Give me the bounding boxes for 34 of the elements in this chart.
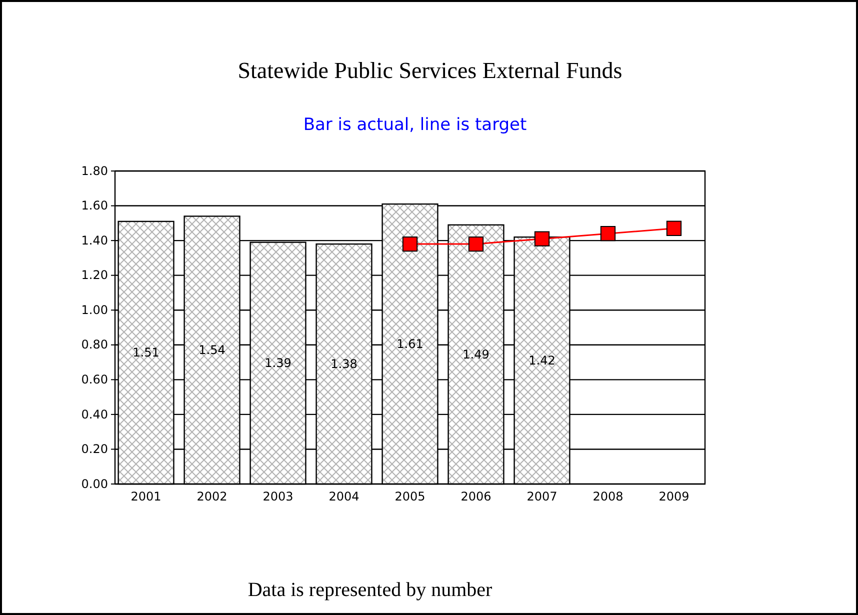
point xyxy=(600,226,616,242)
x-tick-label: 2001 xyxy=(130,490,162,504)
x-tick-label: 2002 xyxy=(196,490,228,504)
data-label: 1.39 xyxy=(264,356,292,370)
data-label: 1.54 xyxy=(198,343,226,358)
y-tick-label: 1.20 xyxy=(81,268,108,282)
x-tick-label: 2003 xyxy=(262,490,294,504)
y-tick-label: 1.40 xyxy=(81,233,108,248)
data-label: 1.49 xyxy=(462,347,490,362)
y-tick-label: 0.60 xyxy=(81,372,108,387)
x-tick-label: 2007 xyxy=(526,490,558,504)
data-label: 1.61 xyxy=(396,337,424,352)
x-tick-label: 2004 xyxy=(328,490,360,504)
point xyxy=(534,231,550,246)
data-label: 1.38 xyxy=(330,357,358,372)
x-tick-label: 2005 xyxy=(394,490,426,504)
y-tick-label: 0.40 xyxy=(81,407,108,422)
chart-title: Statewide Public Services External Funds xyxy=(238,58,622,83)
point xyxy=(402,236,418,252)
y-tick-label: 0.80 xyxy=(81,338,108,352)
chart-subtitle: Bar is actual, line is target xyxy=(303,115,528,135)
point xyxy=(666,220,682,236)
y-tick-label: 0.20 xyxy=(81,442,108,456)
text: Data is represented by number xyxy=(248,579,493,601)
point xyxy=(468,236,484,252)
x-tick-label: 2008 xyxy=(592,490,624,504)
y-tick-label: 0.00 xyxy=(81,476,108,491)
y-tick-label: 1.60 xyxy=(81,198,108,213)
y-tick-label: 1.80 xyxy=(81,164,108,178)
y-tick-label: 1.00 xyxy=(81,302,108,317)
x-tick-label: 2006 xyxy=(460,490,492,504)
data-label: 1.51 xyxy=(132,346,160,360)
x-tick-label: 2009 xyxy=(658,490,690,504)
data-label: 1.42 xyxy=(528,354,556,368)
